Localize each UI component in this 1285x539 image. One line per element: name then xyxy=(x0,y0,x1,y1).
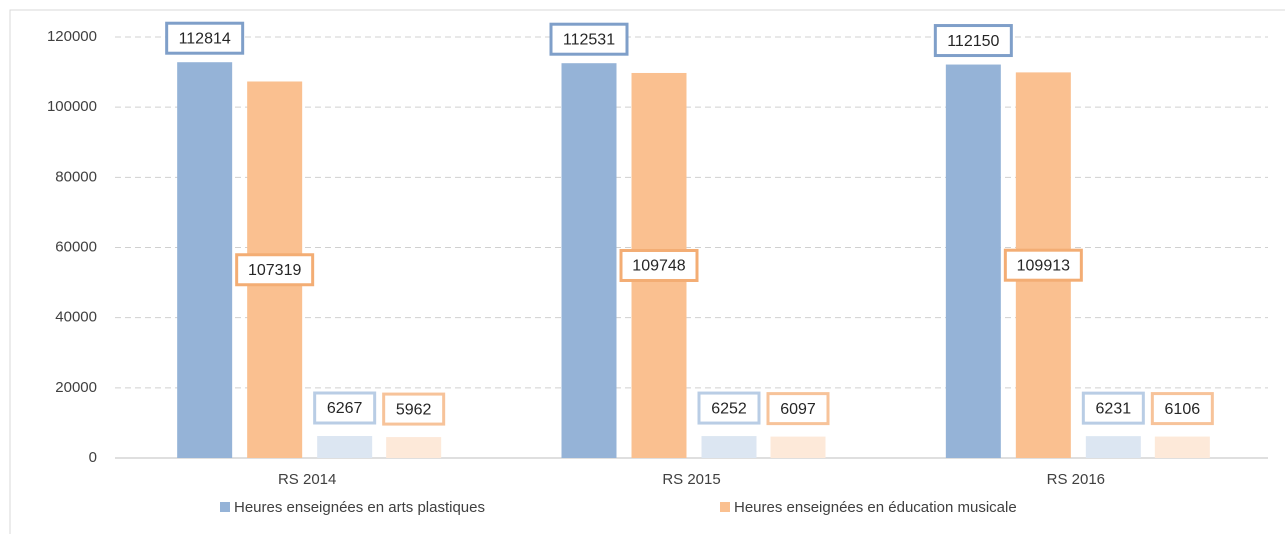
data-label: 109748 xyxy=(632,258,685,275)
data-label: 6231 xyxy=(1096,400,1132,417)
bar xyxy=(770,436,826,458)
data-label: 5962 xyxy=(396,401,432,418)
data-label-box xyxy=(549,22,629,56)
data-label-box xyxy=(382,392,446,426)
data-label: 6252 xyxy=(711,400,747,417)
x-tick-label: RS 2016 xyxy=(1047,471,1105,488)
data-label-box xyxy=(235,253,315,287)
legend-label: Heures enseignées en arts plastiques xyxy=(234,499,485,516)
y-tick-label: 100000 xyxy=(47,98,97,115)
data-label-box xyxy=(933,24,1013,58)
bar xyxy=(1154,436,1210,458)
data-label: 112150 xyxy=(947,33,999,50)
x-tick-label: RS 2014 xyxy=(278,471,336,488)
data-label: 6097 xyxy=(780,401,816,418)
y-tick-label: 120000 xyxy=(47,28,97,45)
data-label-box xyxy=(619,248,699,282)
y-tick-label: 40000 xyxy=(55,309,97,326)
data-label: 109913 xyxy=(1017,257,1070,274)
data-label-box xyxy=(165,21,245,55)
data-label: 6106 xyxy=(1165,401,1201,418)
data-label: 112814 xyxy=(179,30,231,47)
bar xyxy=(386,437,442,458)
x-tick-label: RS 2015 xyxy=(662,471,720,488)
data-label-box xyxy=(313,391,377,425)
data-label: 112531 xyxy=(563,31,615,48)
y-tick-label: 80000 xyxy=(55,168,97,185)
data-label: 6267 xyxy=(327,400,363,417)
data-label-box xyxy=(1150,392,1214,426)
bar xyxy=(701,436,757,458)
legend-swatch xyxy=(220,502,230,512)
y-tick-label: 0 xyxy=(89,449,97,466)
bar xyxy=(945,64,1001,459)
bar xyxy=(177,62,233,459)
data-label-box xyxy=(1081,391,1145,425)
data-label-box xyxy=(766,392,830,426)
data-label-box xyxy=(1003,248,1083,282)
y-tick-label: 60000 xyxy=(55,238,97,255)
data-label-box xyxy=(697,391,761,425)
data-label: 107319 xyxy=(248,262,301,279)
legend-swatch xyxy=(720,502,730,512)
bar xyxy=(1085,436,1141,458)
bar xyxy=(561,63,617,459)
legend-label: Heures enseignées en éducation musicale xyxy=(734,499,1017,516)
y-tick-label: 20000 xyxy=(55,379,97,396)
bar xyxy=(317,436,373,458)
chart-frame xyxy=(9,9,1285,539)
